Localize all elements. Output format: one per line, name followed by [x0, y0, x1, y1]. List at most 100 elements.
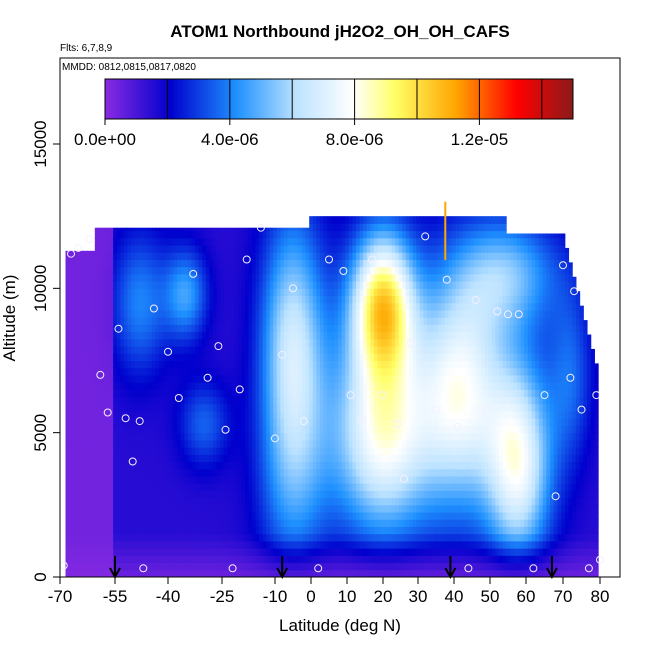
heatmap-cell [427, 374, 432, 383]
heatmap-cell [130, 526, 135, 535]
heatmap-cell [159, 288, 164, 297]
heatmap-cell [209, 237, 214, 246]
heatmap-cell [348, 447, 353, 455]
heatmap-cell [409, 447, 414, 455]
heatmap-cell [427, 504, 432, 513]
heatmap-cell [412, 447, 417, 455]
heatmap-cell [298, 490, 303, 499]
heatmap-cell [312, 288, 317, 297]
heatmap-cell [348, 382, 353, 390]
heatmap-cell [234, 540, 239, 549]
heatmap-cell [280, 389, 285, 398]
heatmap-cell [391, 389, 396, 398]
heatmap-cell [91, 519, 96, 527]
heatmap-cell [134, 295, 139, 304]
heatmap-cell [213, 237, 218, 246]
heatmap-cell [341, 403, 346, 412]
heatmap-cell [102, 302, 107, 311]
heatmap-cell [366, 367, 371, 376]
heatmap-field [65, 201, 599, 577]
heatmap-cell [148, 360, 153, 369]
heatmap-cell [91, 411, 96, 419]
heatmap-cell [269, 360, 274, 369]
heatmap-cell [381, 497, 386, 506]
heatmap-cell [416, 259, 421, 268]
heatmap-cell [166, 353, 171, 361]
heatmap-cell [284, 317, 289, 325]
heatmap-cell [262, 252, 267, 260]
heatmap-cell [191, 475, 196, 484]
heatmap-cell [187, 227, 192, 232]
heatmap-cell [205, 245, 210, 253]
heatmap-cell [298, 266, 303, 275]
heatmap-cell [305, 533, 310, 542]
heatmap-cell [381, 490, 386, 499]
heatmap-cell [345, 259, 350, 268]
heatmap-cell [259, 533, 264, 542]
heatmap-cell [105, 324, 110, 333]
heatmap-cell [234, 237, 239, 246]
heatmap-cell [356, 317, 361, 325]
heatmap-cell [230, 519, 235, 527]
heatmap-cell [87, 562, 92, 571]
heatmap-cell [173, 367, 178, 376]
heatmap-cell [370, 382, 375, 390]
heatmap-cell [137, 475, 142, 484]
heatmap-cell [377, 346, 382, 354]
heatmap-cell [69, 504, 74, 513]
heatmap-cell [316, 411, 321, 419]
heatmap-cell [291, 454, 296, 463]
heatmap-cell [302, 497, 307, 506]
heatmap-cell [255, 237, 260, 246]
heatmap-cell [130, 418, 135, 426]
heatmap-cell [356, 230, 361, 239]
heatmap-cell [302, 252, 307, 260]
heatmap-cell [316, 497, 321, 506]
heatmap-cell [255, 540, 260, 549]
heatmap-cell [334, 331, 339, 340]
heatmap-cell [137, 490, 142, 499]
heatmap-cell [276, 562, 281, 571]
heatmap-cell [166, 454, 171, 463]
heatmap-cell [302, 533, 307, 542]
heatmap-cell [213, 533, 218, 542]
heatmap-cell [348, 396, 353, 405]
heatmap-cell [162, 468, 167, 477]
heatmap-cell [334, 273, 339, 282]
heatmap-cell [330, 338, 335, 347]
heatmap-cell [273, 331, 278, 340]
heatmap-cell [227, 519, 232, 527]
heatmap-cell [230, 425, 235, 434]
heatmap-cell [302, 227, 307, 232]
heatmap-cell [291, 497, 296, 506]
heatmap-cell [209, 266, 214, 275]
heatmap-cell [187, 468, 192, 477]
heatmap-cell [195, 331, 200, 340]
heatmap-cell [273, 346, 278, 354]
heatmap-cell [334, 237, 339, 246]
heatmap-cell [76, 483, 81, 491]
heatmap-cell [323, 374, 328, 383]
heatmap-cell [105, 245, 110, 253]
heatmap-cell [94, 504, 99, 513]
heatmap-cell [259, 396, 264, 405]
heatmap-cell [409, 259, 414, 268]
heatmap-cell [173, 281, 178, 289]
heatmap-cell [76, 490, 81, 499]
heatmap-cell [388, 447, 393, 455]
heatmap-cell [241, 295, 246, 304]
heatmap-cell [127, 389, 132, 398]
heatmap-cell [402, 360, 407, 369]
heatmap-cell [230, 548, 235, 556]
heatmap-cell [412, 490, 417, 499]
heatmap-cell [345, 411, 350, 419]
heatmap-cell [366, 519, 371, 527]
heatmap-cell [248, 512, 253, 520]
heatmap-cell [287, 346, 292, 354]
heatmap-cell [113, 331, 118, 340]
heatmap-cell [259, 273, 264, 282]
heatmap-cell [187, 519, 192, 527]
heatmap-cell [291, 439, 296, 448]
heatmap-cell [116, 526, 121, 535]
heatmap-cell [65, 512, 70, 520]
